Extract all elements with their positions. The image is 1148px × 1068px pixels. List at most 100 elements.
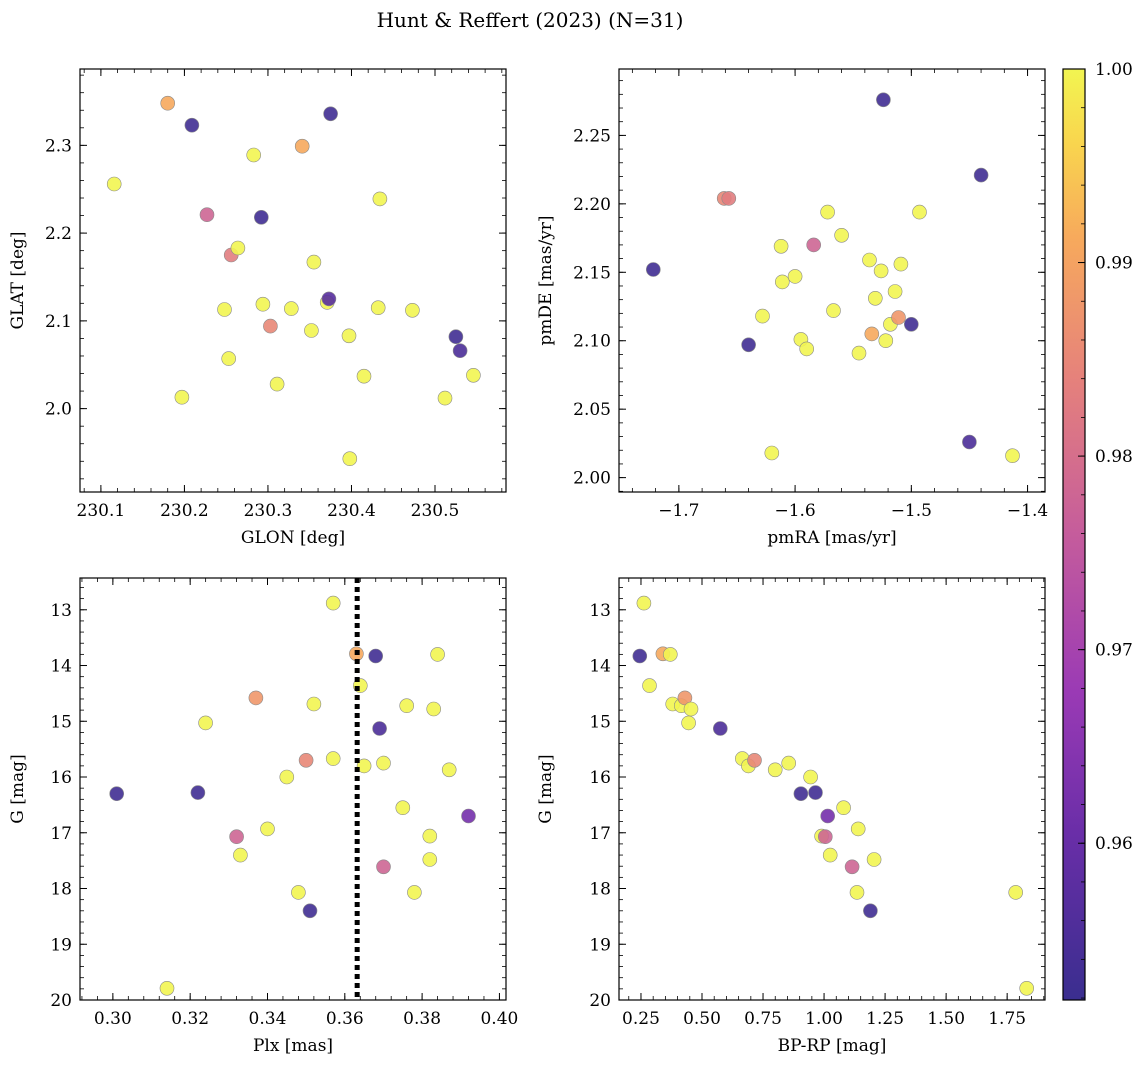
data-point (260, 821, 275, 837)
data-point (291, 885, 306, 900)
data-point (887, 284, 903, 299)
data-point (395, 800, 411, 816)
data-point (368, 648, 384, 664)
x-tick-label: 0.75 (744, 1009, 782, 1029)
y-tick-label: 15 (589, 712, 611, 732)
axes-frame (618, 68, 1046, 493)
data-point (891, 310, 906, 325)
data-point (248, 690, 264, 706)
data-point (160, 95, 175, 111)
y-tick-label: 14 (589, 657, 611, 677)
x-tick-label: 0.36 (326, 1009, 364, 1029)
data-point (461, 808, 476, 824)
data-point (325, 595, 341, 611)
x-tick-label: −1.7 (658, 501, 699, 521)
y-tick-label: 2.0 (45, 400, 72, 420)
data-point (803, 769, 818, 785)
data-point (903, 316, 919, 332)
colorbar-tick-label: 0.98 (1095, 447, 1133, 467)
y-tick-label: 2.10 (573, 332, 611, 352)
y-tick-label: 2.2 (45, 224, 72, 244)
data-point (683, 701, 699, 717)
y-axis-label: G [mag] (536, 754, 556, 823)
figure-title: Hunt & Reffert (2023) (N=31) (377, 8, 684, 32)
x-tick-label: 1.25 (866, 1009, 904, 1029)
data-point (298, 752, 314, 768)
y-tick-label: 13 (589, 601, 611, 621)
y-tick-label: 19 (50, 935, 72, 955)
data-point (441, 762, 457, 778)
data-point (376, 859, 391, 875)
x-tick-label: 0.38 (403, 1009, 441, 1029)
y-tick-label: 2.3 (45, 136, 72, 156)
data-point (399, 698, 415, 714)
data-point (233, 847, 248, 863)
data-point (836, 800, 851, 816)
data-point (774, 274, 790, 290)
colorbar: 0.96 0.97 0.98 0.99 1.00 (1062, 60, 1133, 1001)
data-point (466, 367, 481, 383)
x-tick-label: 0.50 (683, 1009, 721, 1029)
y-tick-label: 17 (589, 824, 611, 844)
x-tick-label: 230.1 (77, 501, 126, 521)
x-tick-label: 230.3 (244, 501, 293, 521)
axes-frame (79, 577, 507, 1001)
data-point (878, 333, 894, 349)
data-point (405, 302, 420, 318)
data-point (448, 329, 464, 345)
x-axis-label: GLON [deg] (241, 528, 345, 548)
data-point (677, 690, 693, 706)
data-point (263, 318, 278, 334)
data-point (636, 595, 652, 611)
data-point (221, 351, 236, 366)
data-point (741, 337, 756, 353)
ticks (619, 578, 1045, 1001)
data-point (747, 752, 762, 768)
y-tick-label: 16 (50, 768, 72, 788)
data-point (437, 390, 453, 406)
data-point (820, 204, 835, 220)
data-point (372, 721, 387, 736)
y-tick-label: 20 (50, 991, 72, 1011)
y-tick-label: 19 (589, 935, 611, 955)
data-point (422, 828, 438, 844)
x-tick-label: 0.34 (249, 1009, 287, 1029)
colorbar-tick-label: 0.97 (1095, 641, 1133, 661)
data-point (106, 176, 122, 192)
y-tick-label: 18 (589, 880, 611, 900)
y-tick-label: 15 (50, 712, 72, 732)
data-point (820, 808, 836, 824)
x-tick-label: 230.4 (327, 501, 376, 521)
data-point (342, 451, 358, 467)
data-point (773, 239, 789, 254)
ticks (80, 69, 506, 492)
x-tick-label: 1.00 (805, 1009, 843, 1029)
data-point (323, 106, 338, 122)
y-tick-label: 16 (589, 768, 611, 788)
y-tick-label: 2.00 (573, 469, 611, 489)
data-point (764, 445, 780, 461)
x-tick-label: −1.4 (1007, 501, 1048, 521)
x-tick-label: 0.32 (171, 1009, 209, 1029)
data-point (283, 301, 299, 316)
data-point (1005, 448, 1020, 464)
data-point (642, 678, 657, 693)
x-tick-label: −1.6 (774, 501, 815, 521)
scatter-panel-3: 0.30 0.32 0.34 0.36 0.38 0.40 13 14 15 16 17 18 19 20… (8, 577, 518, 1056)
data-point (341, 328, 357, 344)
colorbar-tick-label: 0.99 (1095, 254, 1133, 274)
data-point (844, 859, 860, 875)
data-point (255, 296, 271, 312)
data-point (372, 191, 388, 207)
x-axis-label: Plx [mas] (253, 1036, 333, 1056)
data-point (407, 885, 422, 900)
scatter-panel-2: −1.7 −1.6 −1.5 −1.4 2.00 2.05 2.10 2.15 2.20 2.25… (536, 68, 1048, 548)
y-tick-label: 2.20 (573, 195, 611, 215)
data-point (217, 302, 232, 317)
data-point (806, 237, 822, 253)
x-tick-label: 230.5 (411, 501, 460, 521)
data-point (662, 647, 678, 662)
data-point (184, 117, 200, 133)
data-point (866, 852, 882, 867)
